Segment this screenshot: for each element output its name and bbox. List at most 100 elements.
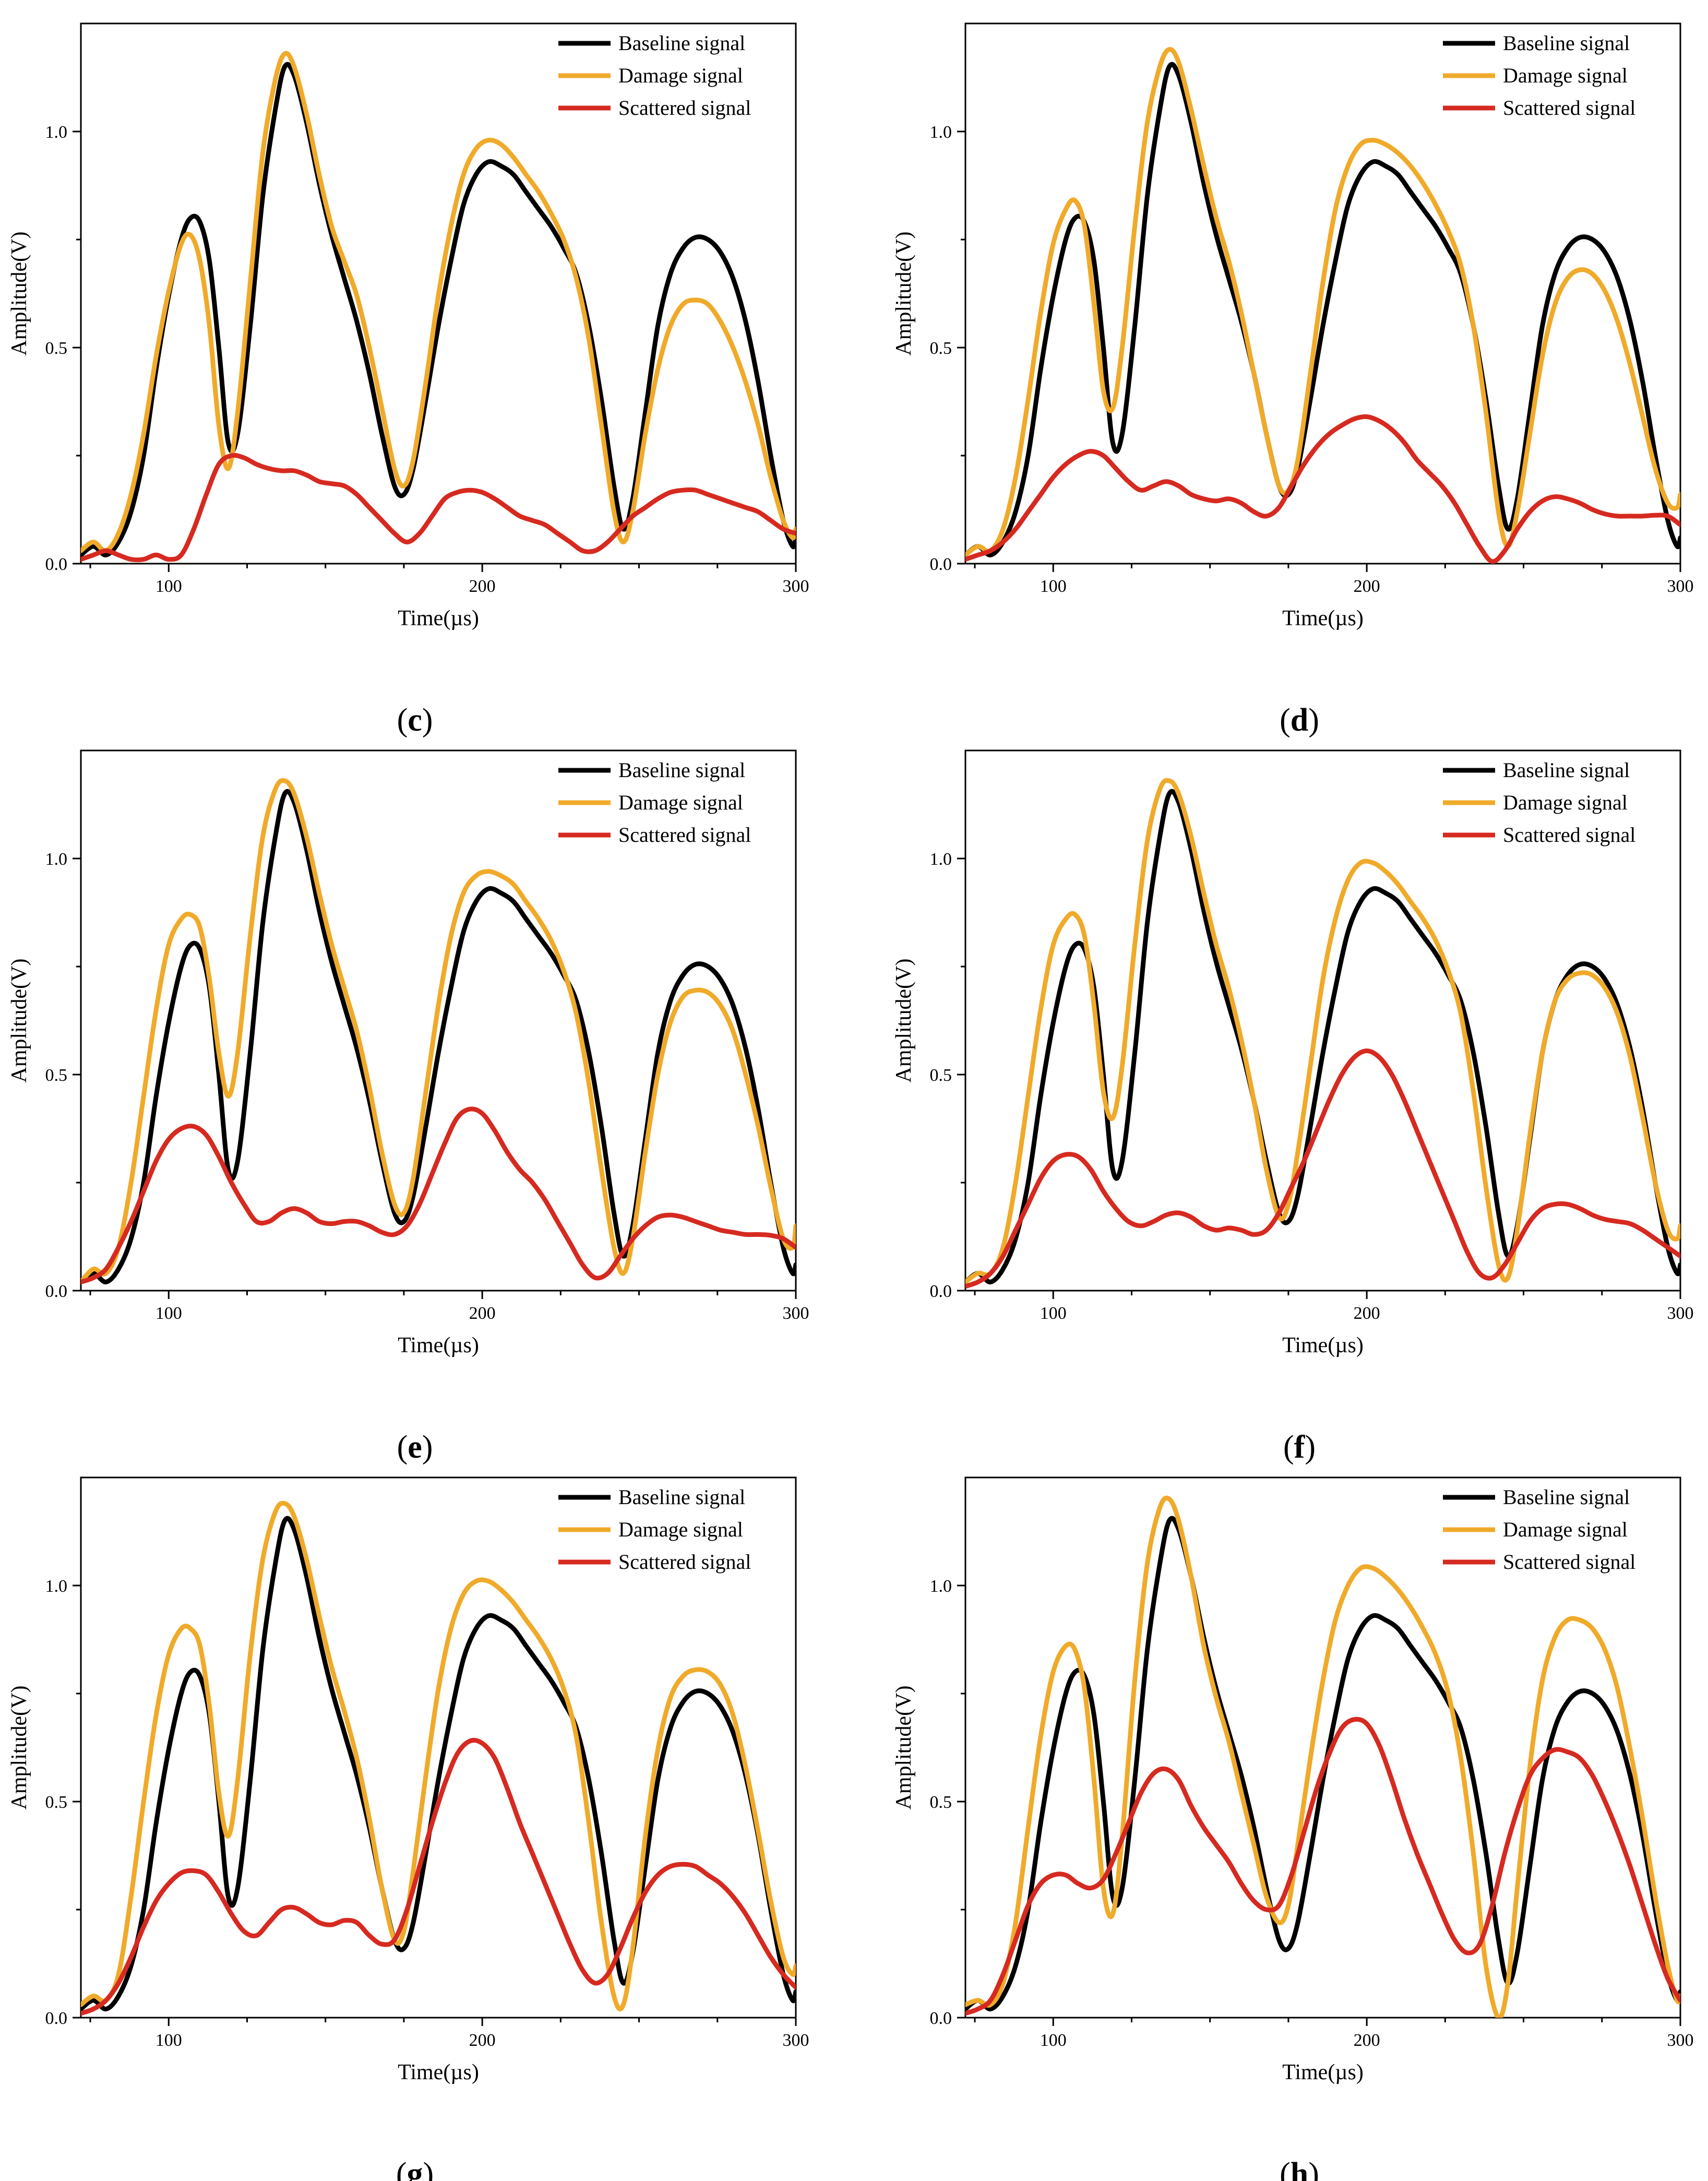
legend-entry: Baseline signal	[618, 1485, 745, 1509]
x-tick-label: 300	[783, 1304, 809, 1323]
plot-frame	[964, 749, 1681, 1292]
x-tick-label: 100	[1040, 577, 1067, 596]
y-tick-label: 0.0	[45, 1282, 68, 1301]
legend-entry: Scattered signal	[618, 1550, 751, 1574]
plot-frame	[80, 1476, 797, 2019]
y-tick-label: 0.5	[930, 1066, 952, 1085]
y-tick-label: 1.0	[45, 1577, 68, 1596]
legend-entry: Scattered signal	[618, 96, 751, 120]
y-tick-label: 0.0	[930, 2009, 952, 2028]
x-tick-label: 200	[1354, 577, 1380, 596]
panel-d: 100 200 300 0.0 0.5 1.0 Time(µs) Amplitude(V) Ba…	[892, 22, 1694, 738]
plot-frame	[80, 749, 797, 1292]
plot-frame	[964, 22, 1681, 565]
y-axis-label: Amplitude(V)	[892, 1686, 916, 1810]
x-tick-label: 200	[469, 1304, 496, 1323]
legend-entry: Baseline signal	[618, 758, 745, 782]
legend-entry: Damage signal	[1503, 791, 1628, 814]
y-tick-label: 0.5	[45, 1066, 68, 1085]
series-line-baseline-signal	[965, 1516, 1680, 2011]
legend-entry: Damage signal	[618, 1518, 743, 1541]
x-tick-label: 200	[1354, 1304, 1380, 1323]
x-axis-label: Time(µs)	[398, 606, 479, 630]
legend-entry: Scattered signal	[1503, 1550, 1635, 1574]
legend-entry: Scattered signal	[1503, 96, 1635, 120]
series-line-scattered-signal	[965, 414, 1680, 564]
series-lines	[965, 47, 1680, 564]
x-tick-label: 300	[783, 577, 809, 596]
panel-c: 100 200 300 0.0 0.5 1.0 Time(µs) Amplitude(V) Ba…	[7, 22, 809, 738]
x-tick-label: 200	[1354, 2031, 1380, 2050]
x-axis-label: Time(µs)	[398, 2060, 479, 2084]
series-line-scattered-signal	[81, 1106, 796, 1284]
y-tick-label: 1.0	[930, 850, 952, 869]
x-axis-label: Time(µs)	[1282, 1333, 1364, 1357]
x-tick-label: 100	[1040, 2031, 1067, 2050]
y-tick-label: 0.0	[45, 555, 68, 574]
y-axis-label: Amplitude(V)	[7, 959, 31, 1083]
legend: Baseline signal Damage signal Scattered si…	[1443, 758, 1635, 847]
y-tick-label: 0.0	[45, 2009, 68, 2028]
series-lines	[81, 1500, 796, 2016]
x-tick-label: 300	[1667, 577, 1694, 596]
series-lines	[965, 1495, 1680, 2018]
legend-entry: Baseline signal	[1503, 758, 1630, 782]
y-tick-label: 1.0	[45, 850, 68, 869]
y-tick-label: 0.0	[930, 555, 952, 574]
series-line-baseline-signal	[965, 62, 1680, 557]
series-line-scattered-signal	[81, 452, 796, 563]
legend-entry: Damage signal	[1503, 64, 1628, 87]
series-line-damage-signal	[81, 1500, 796, 2011]
y-axis-label: Amplitude(V)	[892, 232, 916, 356]
panel-f: 100 200 300 0.0 0.5 1.0 Time(µs) Amplitude(V) Ba…	[892, 749, 1694, 1465]
legend-entry: Damage signal	[1503, 1518, 1628, 1541]
plot-frame	[80, 22, 797, 565]
series-line-baseline-signal	[965, 789, 1680, 1284]
panel-label: (g)	[396, 2156, 434, 2181]
x-tick-label: 300	[1667, 2031, 1694, 2050]
panel-label: (c)	[397, 702, 433, 738]
legend-entry: Baseline signal	[618, 31, 745, 55]
legend-entry: Damage signal	[618, 791, 743, 814]
x-tick-label: 300	[783, 2031, 809, 2050]
series-line-damage-signal	[965, 778, 1680, 1284]
x-tick-label: 100	[156, 577, 182, 596]
series-line-scattered-signal	[965, 1048, 1680, 1289]
x-tick-label: 300	[1667, 1304, 1694, 1323]
series-line-damage-signal	[965, 47, 1680, 557]
series-line-baseline-signal	[81, 1516, 796, 2011]
y-tick-label: 0.5	[45, 339, 68, 358]
series-line-scattered-signal	[965, 1717, 1680, 2016]
series-line-damage-signal	[965, 1495, 1680, 2018]
series-lines	[81, 51, 796, 563]
x-axis-label: Time(µs)	[1282, 2060, 1364, 2084]
series-line-baseline-signal	[81, 789, 796, 1284]
x-tick-label: 200	[469, 577, 496, 596]
y-tick-label: 0.5	[45, 1793, 68, 1812]
plot-frame	[964, 1476, 1681, 2019]
y-tick-label: 1.0	[930, 1577, 952, 1596]
legend-entry: Scattered signal	[618, 823, 751, 847]
panel-e: 100 200 300 0.0 0.5 1.0 Time(µs) Amplitude(V) Ba…	[7, 749, 809, 1465]
panel-g: 100 200 300 0.0 0.5 1.0 Time(µs) Amplitude(V) Ba…	[7, 1476, 809, 2181]
legend-entry: Baseline signal	[1503, 31, 1630, 55]
legend: Baseline signal Damage signal Scattered si…	[558, 31, 751, 120]
panel-label: (e)	[397, 1429, 433, 1465]
series-lines	[81, 778, 796, 1284]
y-tick-label: 1.0	[45, 123, 68, 142]
y-tick-label: 0.0	[930, 1282, 952, 1301]
y-axis-label: Amplitude(V)	[7, 232, 31, 356]
panel-label: (h)	[1280, 2156, 1319, 2181]
panel-label: (f)	[1283, 1429, 1316, 1465]
x-axis-label: Time(µs)	[1282, 606, 1364, 630]
x-tick-label: 100	[156, 1304, 182, 1323]
y-axis-label: Amplitude(V)	[7, 1686, 31, 1810]
x-axis-label: Time(µs)	[398, 1333, 479, 1357]
x-tick-label: 200	[469, 2031, 496, 2050]
legend: Baseline signal Damage signal Scattered si…	[558, 758, 751, 847]
series-line-damage-signal	[81, 51, 796, 553]
legend-entry: Scattered signal	[1503, 823, 1635, 847]
legend-entry: Damage signal	[618, 64, 743, 87]
panel-label: (d)	[1280, 702, 1319, 738]
y-tick-label: 1.0	[930, 123, 952, 142]
